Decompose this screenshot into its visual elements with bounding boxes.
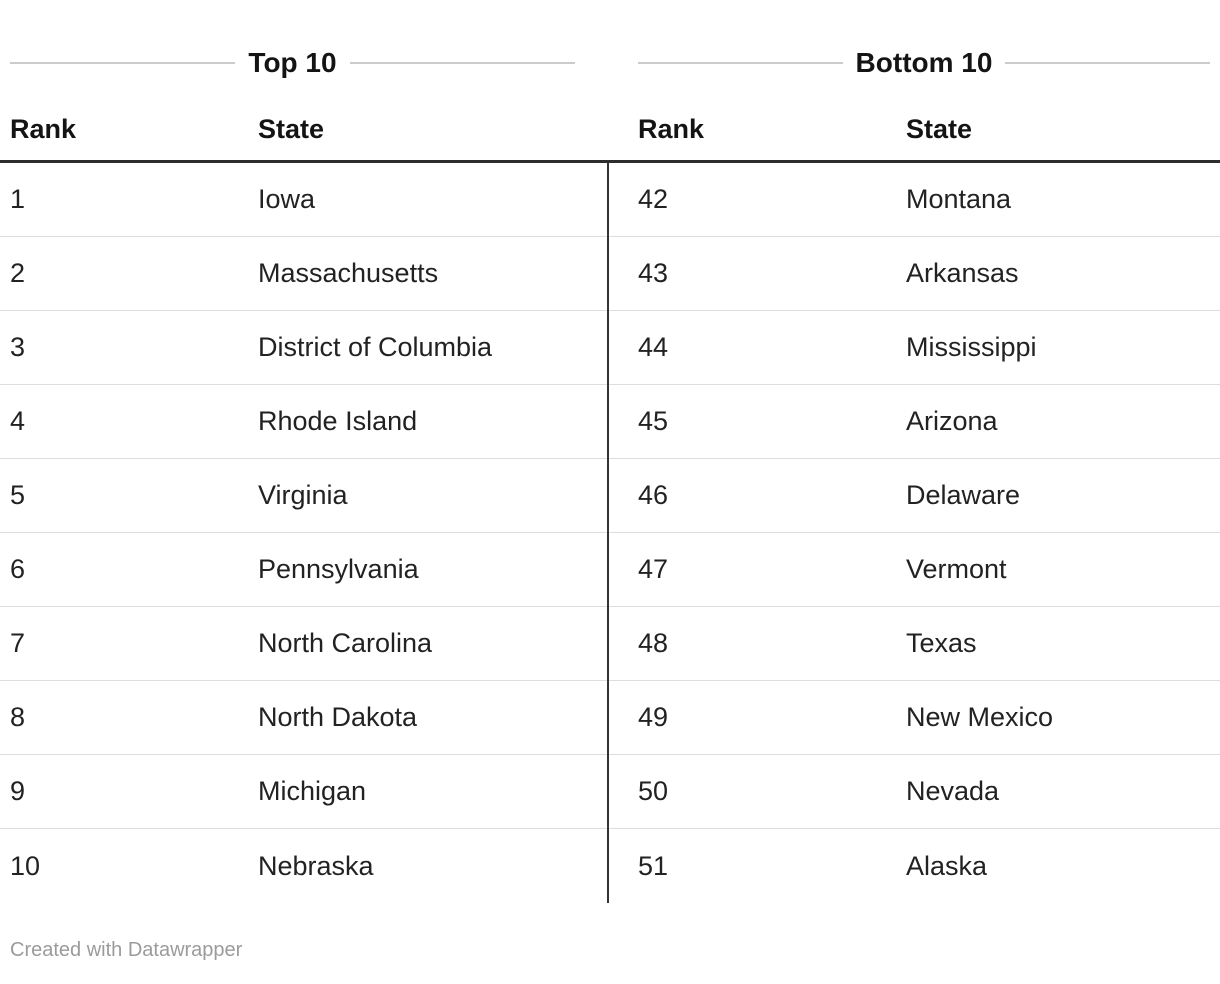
rank-column-header: Rank: [10, 114, 77, 144]
table-row: 2 Massachusetts: [0, 237, 607, 311]
table-row: 50 Nevada: [609, 755, 1220, 829]
state-cell: Massachusetts: [258, 258, 439, 288]
table-title-group: Top 10: [10, 46, 575, 80]
state-cell: New Mexico: [906, 702, 1054, 732]
table-row: 5 Virginia: [0, 459, 607, 533]
title-rule-line: [10, 62, 236, 64]
rank-cell: 2: [10, 258, 26, 288]
state-cell: Arkansas: [906, 258, 1019, 288]
table-row: 43 Arkansas: [609, 237, 1220, 311]
table-row: 44 Mississippi: [609, 311, 1220, 385]
table-row: 45 Arizona: [609, 385, 1220, 459]
table-body: 42 Montana 43 Arkansas 44 Mississippi 45 Arizon…: [609, 163, 1220, 903]
table-row: 42 Montana: [609, 163, 1220, 237]
rank-cell: 44: [638, 332, 669, 362]
rank-cell: 51: [638, 850, 669, 881]
table-body: 1 Iowa 2 Massachusetts 3 District of Columbia…: [0, 163, 609, 903]
title-rule-line: [349, 62, 575, 64]
state-cell: Michigan: [258, 776, 367, 806]
table-row: 4 Rhode Island: [0, 385, 607, 459]
title-rule-line: [638, 62, 843, 64]
ranked-tables: Top 10 Rank State 1 Iowa 2 Massachusetts 3 Di…: [0, 0, 1220, 903]
table-title: Bottom 10: [855, 47, 993, 78]
rank-cell: 42: [638, 184, 669, 214]
table-row: 6 Pennsylvania: [0, 533, 607, 607]
rank-cell: 43: [638, 258, 669, 288]
table-row: 49 New Mexico: [609, 681, 1220, 755]
state-column-header: State: [258, 114, 325, 144]
rank-cell: 6: [10, 554, 26, 584]
rank-cell: 49: [638, 702, 669, 732]
state-cell: Delaware: [906, 480, 1021, 510]
state-cell: North Dakota: [258, 702, 418, 732]
rank-cell: 8: [10, 702, 26, 732]
table-row: 46 Delaware: [609, 459, 1220, 533]
rank-cell: 9: [10, 776, 26, 806]
state-cell: North Carolina: [258, 628, 433, 658]
top-10-table: Top 10 Rank State 1 Iowa 2 Massachusetts 3 Di…: [0, 0, 609, 903]
table-row: 51 Alaska: [609, 829, 1220, 903]
state-cell: Pennsylvania: [258, 554, 419, 584]
table-title-group: Bottom 10: [638, 46, 1210, 80]
bottom-10-table: Bottom 10 Rank State 42 Montana 43 Arkansas…: [609, 0, 1220, 903]
table-row: 48 Texas: [609, 607, 1220, 681]
column-header-row: Rank State: [0, 80, 609, 163]
table-row: 10 Nebraska: [0, 829, 607, 903]
table-row: 47 Vermont: [609, 533, 1220, 607]
state-column-header: State: [906, 114, 973, 144]
state-cell: Rhode Island: [258, 406, 418, 436]
state-cell: Nevada: [906, 776, 1000, 806]
table-row: 1 Iowa: [0, 163, 607, 237]
state-cell: Alaska: [906, 850, 988, 881]
column-header-row: Rank State: [609, 80, 1220, 163]
rank-cell: 10: [10, 850, 41, 881]
rank-cell: 4: [10, 406, 26, 436]
state-cell: Iowa: [258, 184, 316, 214]
rank-cell: 47: [638, 554, 669, 584]
rank-cell: 48: [638, 628, 669, 658]
state-cell: Vermont: [906, 554, 1007, 584]
table-row: 9 Michigan: [0, 755, 607, 829]
table-title: Top 10: [248, 47, 337, 78]
table-row: 3 District of Columbia: [0, 311, 607, 385]
state-cell: District of Columbia: [258, 332, 493, 362]
datawrapper-credit: Created with Datawrapper: [10, 939, 243, 961]
state-cell: Mississippi: [906, 332, 1037, 362]
state-cell: Texas: [906, 628, 977, 658]
state-cell: Montana: [906, 184, 1012, 214]
rank-cell: 3: [10, 332, 26, 362]
table-row: 7 North Carolina: [0, 607, 607, 681]
state-cell: Virginia: [258, 480, 348, 510]
rank-cell: 1: [10, 184, 26, 214]
title-rule-line: [1005, 62, 1210, 64]
rank-cell: 7: [10, 628, 26, 658]
rank-cell: 46: [638, 480, 669, 510]
rank-cell: 50: [638, 776, 669, 806]
state-cell: Arizona: [906, 406, 998, 436]
rank-cell: 45: [638, 406, 669, 436]
table-row: 8 North Dakota: [0, 681, 607, 755]
state-cell: Nebraska: [258, 850, 374, 881]
rank-column-header: Rank: [638, 114, 705, 144]
rank-cell: 5: [10, 480, 26, 510]
